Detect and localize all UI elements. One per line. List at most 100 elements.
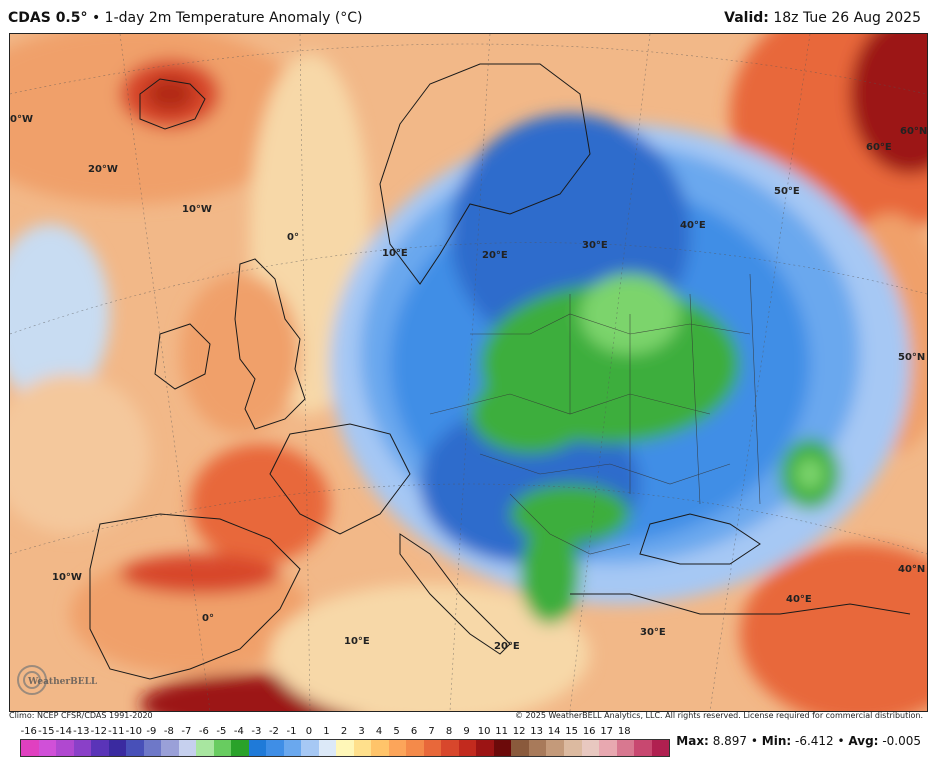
label-10w-south: 10°W	[52, 572, 82, 583]
label-10e-south: 10°E	[344, 636, 370, 647]
graticule	[10, 34, 927, 711]
label-30e-south: 30°E	[640, 627, 666, 638]
legend-swatch	[108, 740, 127, 756]
legend-swatch	[563, 740, 582, 756]
stats-sep-2: •	[833, 734, 849, 748]
ireland-outline	[154, 323, 211, 390]
legend-tick-label: 4	[375, 726, 383, 737]
legend-swatch	[266, 740, 284, 756]
legend-swatch	[318, 740, 337, 756]
legend-swatch	[406, 740, 424, 756]
copyright-note: © 2025 WeatherBELL Analytics, LLC. All r…	[515, 711, 923, 720]
avg-value: -0.005	[882, 734, 921, 748]
legend-tick-label: 12	[512, 726, 526, 737]
legend-tick-label: -14	[55, 726, 72, 737]
label-10e: 10°E	[382, 248, 408, 259]
legend-swatch	[91, 740, 109, 756]
legend-tick-label: -8	[163, 726, 174, 737]
scandinavia-outline	[379, 63, 591, 285]
legend-swatch	[581, 740, 600, 756]
legend-tick-label: 14	[547, 726, 561, 737]
legend-tick-label: -6	[198, 726, 209, 737]
legend-tick-label: 15	[565, 726, 579, 737]
legend-swatch	[616, 740, 635, 756]
legend-tick-label: 1	[323, 726, 330, 737]
legend-swatch	[528, 740, 547, 756]
legend-tick-label: 10	[477, 726, 491, 737]
legend-swatch	[458, 740, 477, 756]
label-0: 0°	[287, 232, 299, 243]
label-30e: 30°E	[582, 240, 608, 251]
legend-swatch	[178, 740, 197, 756]
legend-tick-label: -10	[125, 726, 142, 737]
legend-tick-label: -3	[251, 726, 262, 737]
legend-ticks: -16 -15 -14 -13 -12 -11 -10 -9 -8 -7 -6 -5 -4 -3 -2 -1 0…	[20, 726, 668, 740]
legend-swatch	[126, 740, 144, 756]
legend-swatch	[21, 740, 39, 756]
stats-sep-1: •	[747, 734, 762, 748]
iberia-outline	[89, 513, 301, 680]
legend-swatch	[213, 740, 232, 756]
legend-tick-label: 3	[358, 726, 365, 737]
legend-tick-label: 6	[410, 726, 418, 737]
legend-tick-label: -1	[286, 726, 297, 737]
legend-swatch	[161, 740, 179, 756]
iceland-outline	[139, 78, 206, 130]
label-0-south: 0°	[202, 613, 214, 624]
logo-swirl-icon: WeatherBELL	[17, 665, 98, 695]
label-20e-south: 20°E	[494, 641, 520, 652]
legend-tick-label: 11	[495, 726, 508, 737]
italy-outline	[399, 533, 511, 655]
legend-tick-label: -2	[268, 726, 279, 737]
legend-swatch	[651, 740, 670, 756]
legend-swatch	[143, 740, 162, 756]
turkey-coast	[570, 593, 911, 615]
min-label: Min:	[761, 734, 792, 748]
legend-tick-label: -7	[181, 726, 192, 737]
label-50n: 50°N	[898, 352, 925, 363]
legend-swatch	[231, 740, 249, 756]
valid-time-value: 18z Tue 26 Aug 2025	[773, 10, 921, 26]
legend-swatch	[283, 740, 302, 756]
legend-swatch	[38, 740, 57, 756]
legend-tick-label: -9	[146, 726, 157, 737]
borders	[429, 273, 761, 555]
label-40n: 40°N	[898, 564, 925, 575]
label-40e-south: 40°E	[786, 594, 812, 605]
label-20w: 20°W	[88, 164, 118, 175]
legend-swatch	[336, 740, 354, 756]
france-outline	[269, 423, 411, 535]
label-40e: 40°E	[680, 220, 706, 231]
map-canvas: 0°W 20°W 10°W 0° 10°E 20°E 30°E 40°E 50°…	[10, 34, 927, 711]
legend-tick-label: -15	[38, 726, 55, 737]
climo-note: Climo: NCEP CFSR/CDAS 1991-2020	[9, 711, 153, 720]
legend-tick-label: 9	[463, 726, 470, 737]
legend-tick-label: -12	[90, 726, 107, 737]
legend-swatch	[423, 740, 442, 756]
valid-time: Valid: 18z Tue 26 Aug 2025	[724, 10, 921, 26]
legend-tick-label: 0	[305, 726, 313, 737]
legend-tick-label: 17	[600, 726, 614, 737]
avg-label: Avg:	[848, 734, 879, 748]
weatherbell-logo: WeatherBELL	[14, 660, 104, 700]
anomaly-map: 0°W 20°W 10°W 0° 10°E 20°E 30°E 40°E 50°…	[9, 33, 928, 712]
legend-swatch	[493, 740, 512, 756]
legend-swatch	[476, 740, 494, 756]
label-0w: 0°W	[10, 114, 33, 125]
legend-swatch	[248, 740, 267, 756]
product-name: 1-day 2m Temperature Anomaly (°C)	[104, 10, 363, 26]
legend-swatches	[20, 739, 670, 757]
label-50e: 50°E	[774, 186, 800, 197]
great-britain-outline	[234, 258, 306, 430]
min-value: -6.412	[795, 734, 834, 748]
legend-swatch	[371, 740, 389, 756]
legend-tick-label: -13	[73, 726, 90, 737]
max-value: 8.897	[712, 734, 748, 748]
model-name: CDAS 0.5°	[8, 10, 88, 26]
label-60n: 60°N	[900, 126, 927, 137]
legend-tick-label: 7	[428, 726, 435, 737]
label-20e: 20°E	[482, 250, 508, 261]
legend-swatch	[73, 740, 92, 756]
legend-tick-label: -5	[216, 726, 227, 737]
header: CDAS 0.5° • 1-day 2m Temperature Anomaly…	[0, 0, 935, 32]
